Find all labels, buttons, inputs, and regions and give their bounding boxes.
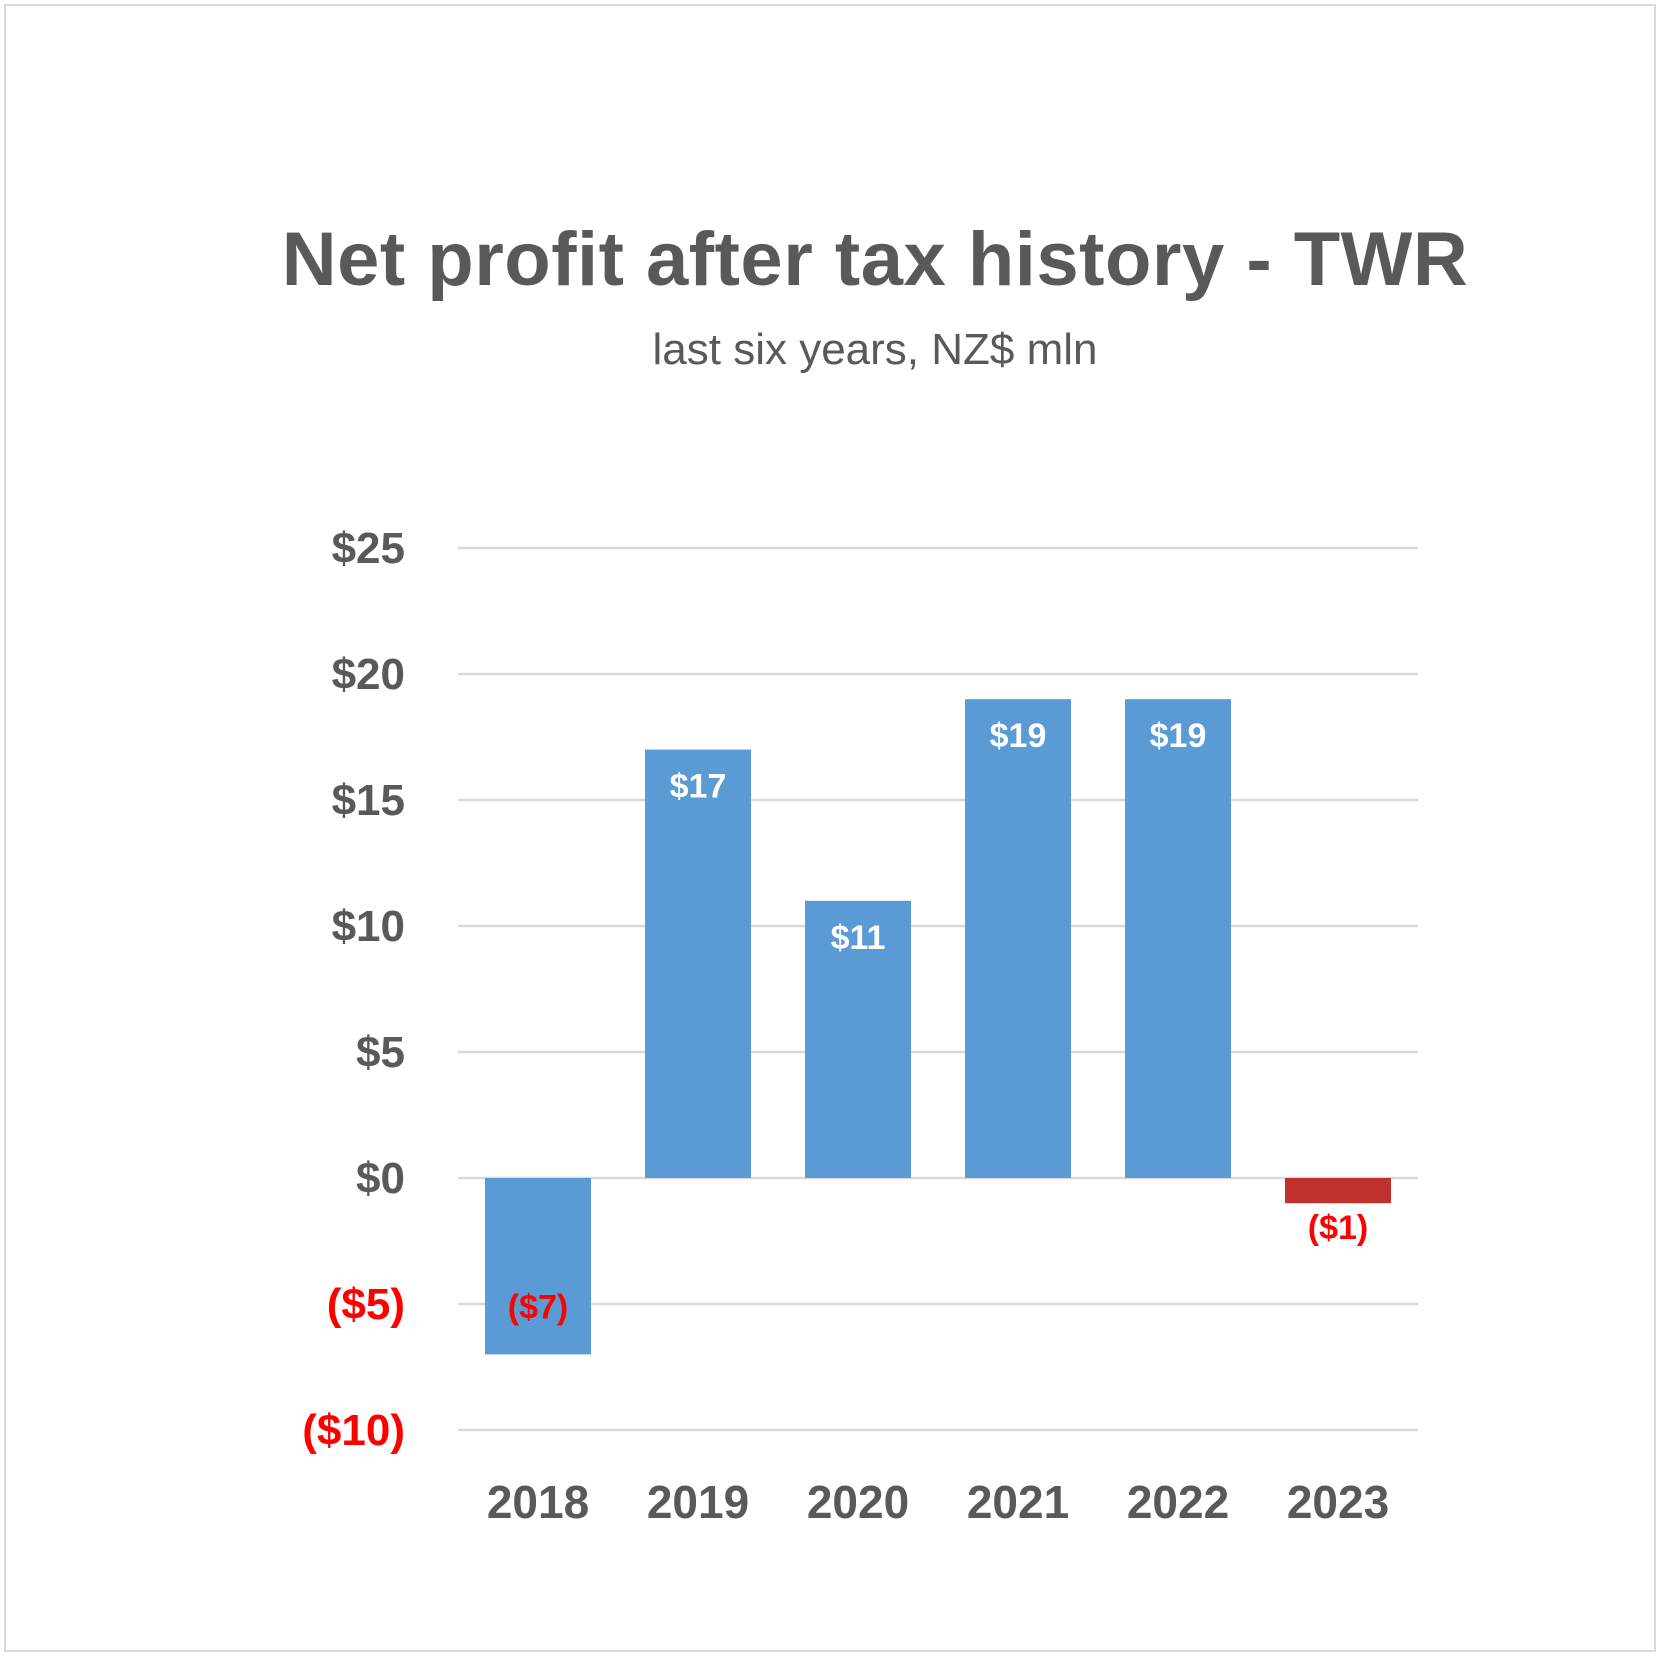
y-tick-label: $10 [332,902,405,951]
chart-frame [4,4,1656,1652]
chart-title: Net profit after tax history - TWR [281,217,1469,302]
data-label: $17 [670,768,727,806]
x-category-label: 2019 [647,1476,749,1528]
data-label: $11 [831,919,886,957]
chart-subtitle: last six years, NZ$ mln [652,325,1098,374]
bar [965,699,1071,1178]
x-category-label: 2023 [1287,1476,1389,1528]
bar [645,749,751,1178]
data-label: ($1) [1308,1209,1368,1247]
bar [1285,1178,1391,1204]
bar [1125,699,1231,1178]
y-tick-label: $5 [356,1028,405,1077]
y-tick-label: $0 [356,1154,405,1203]
bar [485,1178,591,1355]
x-category-label: 2021 [967,1476,1069,1528]
y-tick-label: $20 [332,650,405,699]
data-label: $19 [990,717,1047,755]
data-label: ($7) [508,1288,568,1326]
bar [805,900,911,1178]
x-category-label: 2018 [487,1476,589,1528]
x-category-label: 2022 [1127,1476,1229,1528]
y-tick-label: ($10) [302,1406,405,1455]
y-tick-label: $15 [332,776,405,825]
x-category-label: 2020 [807,1476,909,1528]
y-tick-label: ($5) [327,1280,405,1329]
y-tick-label: $25 [332,524,405,573]
data-label: $19 [1150,717,1207,755]
